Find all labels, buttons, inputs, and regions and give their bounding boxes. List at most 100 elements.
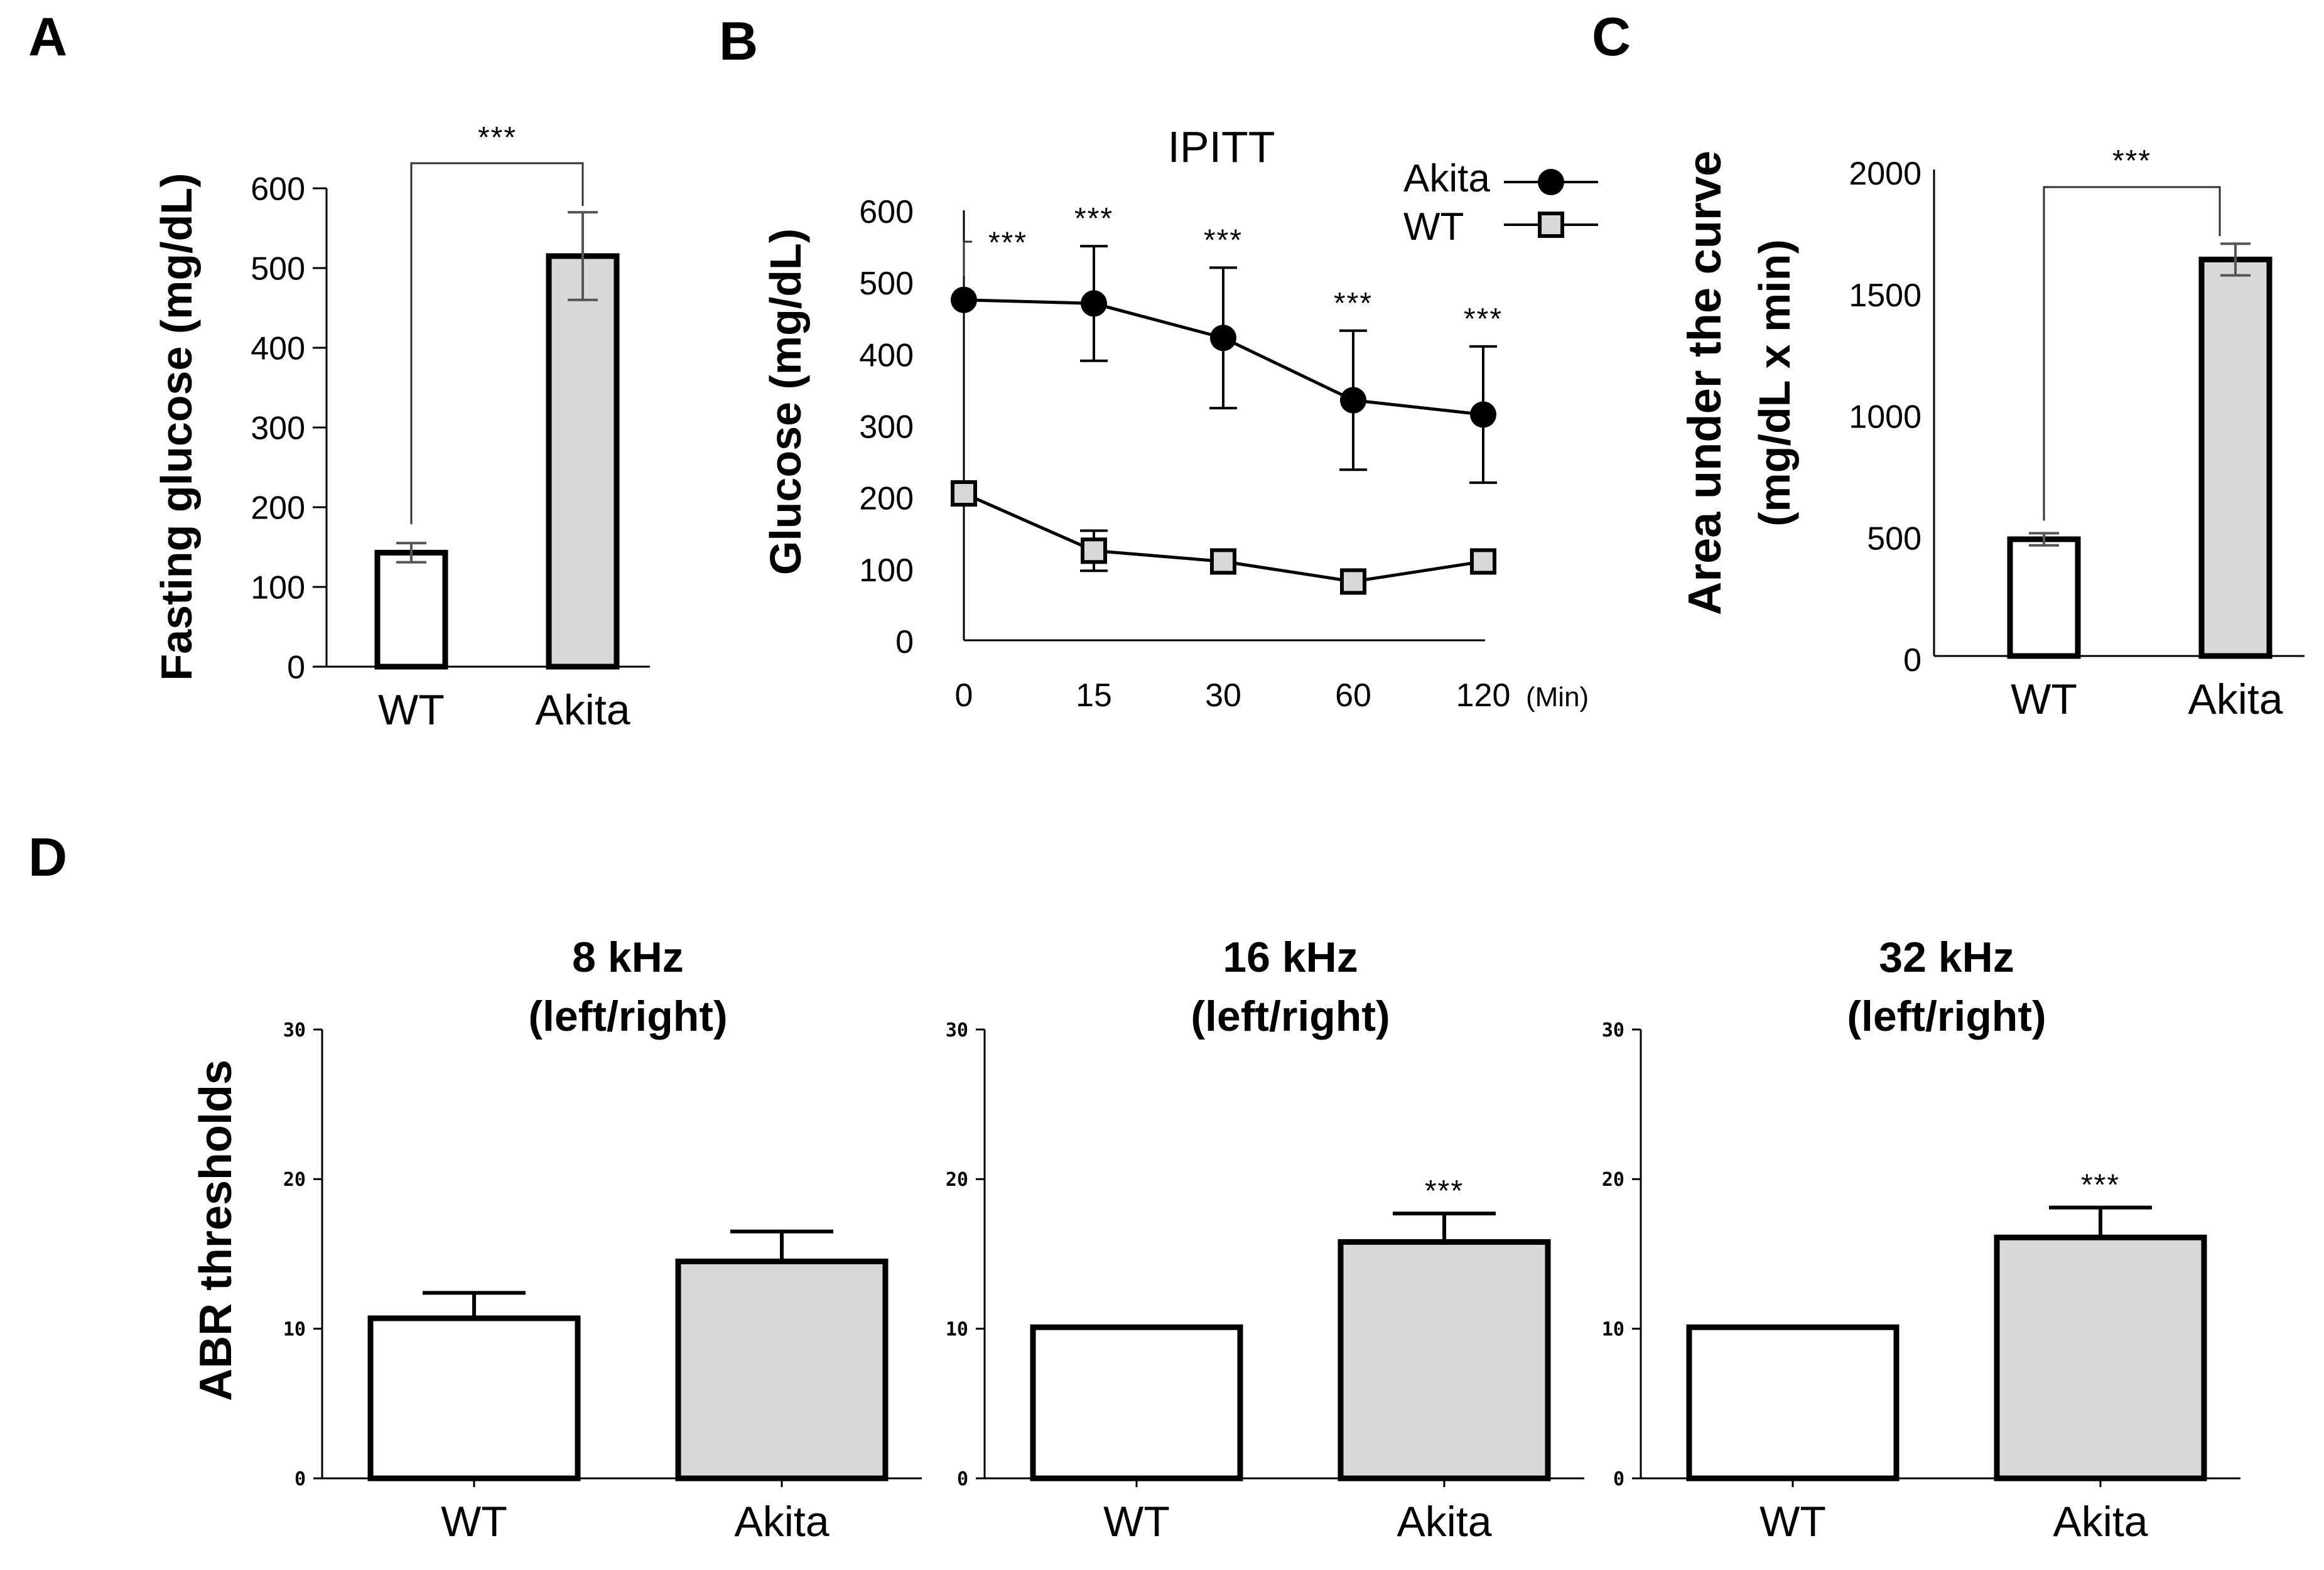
panel-d-subplot-3: 0 10 20 30 WT Akita 32 kHz (left/right) *** bbox=[1602, 933, 2240, 1546]
panel-a-significance-bracket bbox=[410, 162, 584, 525]
panel-a-ytick-label: 0 bbox=[287, 650, 305, 686]
panel-b-xtick-label: 60 bbox=[1335, 677, 1371, 714]
panel-c-significance-label: *** bbox=[2112, 144, 2151, 178]
panel-d-sub3-ytick-label: 30 bbox=[1602, 1019, 1624, 1041]
panel-b-legend-akita-marker bbox=[1538, 169, 1564, 195]
panel-d-sub3-bar-akita bbox=[1994, 1234, 2207, 1481]
panel-b-wt-point bbox=[1340, 568, 1366, 595]
panel-d-ylabel: ABR thresholds bbox=[191, 1060, 241, 1401]
panel-a-category-label: Akita bbox=[535, 686, 630, 734]
panel-c-bar-akita bbox=[2198, 256, 2273, 659]
panel-a-ytick-label: 100 bbox=[251, 570, 305, 606]
panel-letter-a: A bbox=[28, 7, 67, 67]
panel-c-bar-wt bbox=[2007, 536, 2081, 659]
panel-d-sub2-ytick-label: 10 bbox=[946, 1318, 968, 1340]
panel-d-sub1-bar-akita bbox=[675, 1258, 889, 1481]
panel-c-ytick-label: 1000 bbox=[1849, 399, 1921, 436]
panel-d-sub1-title-line2: (left/right) bbox=[528, 992, 727, 1040]
panel-b-legend-wt-marker bbox=[1538, 212, 1564, 238]
panel-c-ylabel-line2: (mg/dL x min) bbox=[1750, 239, 1799, 527]
panel-b-ytick-label: 500 bbox=[859, 266, 914, 302]
panel-d-sub2-significance-label: *** bbox=[1425, 1175, 1464, 1208]
panel-b-xtick-label: 30 bbox=[1205, 677, 1241, 714]
panel-b-xtick-label: 120 bbox=[1456, 677, 1511, 714]
panel-c-chart: 0 500 1000 1500 2000 WT Akita Area under the cu… bbox=[1678, 144, 2305, 723]
panel-a-ylabel: Fasting glucose (mg/dL) bbox=[152, 173, 201, 681]
panel-d-sub2-ytick-label: 0 bbox=[957, 1468, 968, 1490]
panel-b-x-unit: (Min) bbox=[1526, 682, 1589, 712]
panel-letter-d: D bbox=[28, 827, 67, 888]
panel-b-wt-point bbox=[1081, 537, 1107, 564]
panel-b-akita-point bbox=[951, 286, 977, 313]
panel-d-sub2-ytick-label: 30 bbox=[946, 1019, 968, 1041]
panel-b-akita-point bbox=[1340, 387, 1366, 414]
panel-d-sub2-bar-akita bbox=[1338, 1239, 1551, 1481]
panel-d-sub1-ytick-label: 10 bbox=[283, 1318, 306, 1340]
panel-d-sub3-title-line2: (left/right) bbox=[1847, 992, 2046, 1040]
panel-b-ytick-label: 300 bbox=[859, 409, 914, 446]
panel-d-sub1-ytick-label: 0 bbox=[295, 1468, 306, 1490]
panel-c-ytick-label: 500 bbox=[1867, 520, 1921, 557]
panel-a-ytick-label: 300 bbox=[251, 411, 305, 447]
panel-c-ytick-label: 0 bbox=[1903, 642, 1921, 679]
panel-b-akita-point bbox=[1210, 325, 1236, 352]
panel-d-sub3-ytick-label: 10 bbox=[1602, 1318, 1624, 1340]
panel-a-ytick-label: 400 bbox=[251, 331, 305, 367]
panel-d-sub3-category-label: WT bbox=[1759, 1498, 1826, 1546]
panel-a-ytick-label: 500 bbox=[251, 251, 305, 288]
panel-b-wt-point bbox=[1210, 548, 1236, 575]
panel-c-ylabel-line1: Area under the curve bbox=[1678, 151, 1731, 615]
panel-b-significance-label: *** bbox=[1334, 287, 1373, 320]
panel-b-chart: 0 100 200 300 400 500 600 0 15 30 60 120 (Min) Glucos… bbox=[761, 122, 1598, 714]
panel-d-sub3-bar-wt bbox=[1686, 1324, 1900, 1481]
panel-c-category-label: WT bbox=[2011, 675, 2077, 723]
panel-d-sub3-ytick-label: 20 bbox=[1602, 1169, 1624, 1191]
panel-letter-b: B bbox=[719, 11, 758, 72]
panel-b-legend-wt-label: WT bbox=[1403, 205, 1464, 249]
panel-d-sub1-category-label: WT bbox=[441, 1498, 507, 1546]
panel-c-ytick-label: 2000 bbox=[1849, 156, 1921, 192]
panel-b-significance-label: *** bbox=[1204, 223, 1243, 257]
panel-c-significance-bracket bbox=[2043, 186, 2221, 521]
panel-d-sub2-ytick-label: 20 bbox=[946, 1169, 968, 1191]
panel-b-ylabel: Glucose (mg/dL) bbox=[761, 229, 810, 575]
panel-a-bar-akita bbox=[546, 253, 620, 670]
panel-d-sub1-title-line1: 8 kHz bbox=[572, 933, 684, 981]
panel-d-sub1-ytick-label: 20 bbox=[283, 1169, 306, 1191]
panel-d-sub2-category-label: WT bbox=[1103, 1498, 1170, 1546]
panel-b-akita-point bbox=[1081, 290, 1107, 317]
panel-d-sub2-title-line2: (left/right) bbox=[1191, 992, 1390, 1040]
panel-d-sub1-bar-wt bbox=[367, 1315, 581, 1481]
panel-d-chart: ABR thresholds 0 10 20 30 WT Akita 8 kHz (left/r… bbox=[191, 933, 2240, 1546]
panel-b-significance-label: *** bbox=[988, 227, 1027, 260]
panel-b-title: IPITT bbox=[1167, 122, 1275, 171]
panel-d-sub3-ytick-label: 0 bbox=[1613, 1468, 1624, 1490]
panel-d-sub3-title-line1: 32 kHz bbox=[1879, 933, 2014, 981]
panel-b-legend-akita-label: Akita bbox=[1403, 157, 1490, 200]
panel-b-ytick-label: 600 bbox=[859, 194, 914, 230]
panel-b-significance-label: *** bbox=[1464, 303, 1503, 336]
panel-d-subplot-1: 0 10 20 30 WT Akita 8 kHz (left/right) bbox=[283, 933, 922, 1546]
panel-d-sub1-ytick-label: 30 bbox=[283, 1019, 306, 1041]
panel-b-ytick-label: 400 bbox=[859, 337, 914, 374]
panel-b-significance-label: *** bbox=[1074, 202, 1113, 235]
panel-d-sub1-category-label: Akita bbox=[734, 1498, 829, 1546]
panel-d-sub2-bar-wt bbox=[1030, 1324, 1243, 1481]
panel-a-ytick-label: 600 bbox=[251, 171, 305, 208]
panel-c-ytick-label: 1500 bbox=[1849, 277, 1921, 314]
panel-a-ytick-label: 200 bbox=[251, 490, 305, 527]
panel-b-wt-point bbox=[951, 480, 977, 507]
panel-b-akita-point bbox=[1470, 401, 1496, 428]
panel-d-sub3-category-label: Akita bbox=[2053, 1498, 2148, 1546]
panel-b-xtick-label: 0 bbox=[955, 677, 973, 714]
panel-d-subplot-2: 0 10 20 30 WT Akita 16 kHz (left/right) *** bbox=[946, 933, 1584, 1546]
panel-d-sub2-category-label: Akita bbox=[1397, 1498, 1491, 1546]
panel-b-ytick-label: 100 bbox=[859, 552, 914, 589]
panel-a-significance-label: *** bbox=[478, 121, 517, 154]
panel-letter-c: C bbox=[1592, 7, 1631, 67]
panel-a-bar-wt bbox=[374, 549, 448, 670]
panel-b-ytick-label: 200 bbox=[859, 481, 914, 517]
panel-a-category-label: WT bbox=[378, 686, 445, 734]
panel-d-sub2-title-line1: 16 kHz bbox=[1223, 933, 1358, 981]
